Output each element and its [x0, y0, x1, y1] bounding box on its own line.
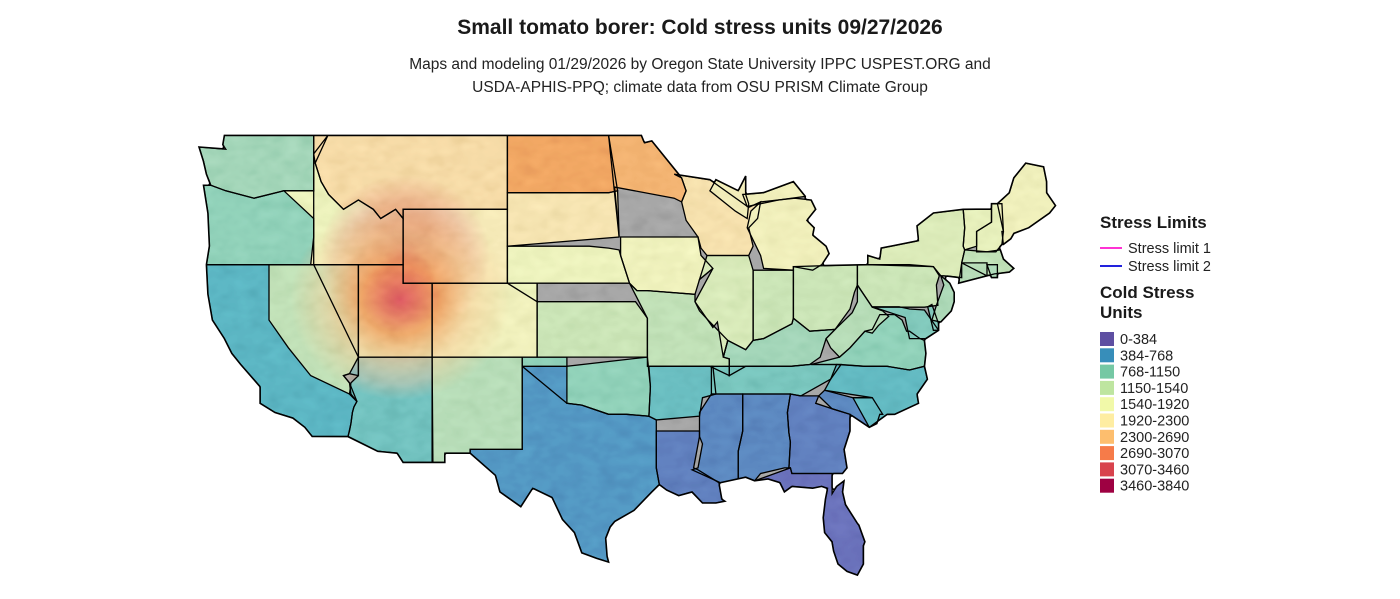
svg-text:Stress Limits: Stress Limits: [1100, 213, 1207, 232]
svg-text:Stress limit 2: Stress limit 2: [1128, 259, 1211, 275]
svg-text:2300-2690: 2300-2690: [1120, 430, 1189, 446]
svg-text:Units: Units: [1100, 303, 1143, 322]
svg-text:2690-3070: 2690-3070: [1120, 446, 1189, 462]
svg-text:Cold Stress: Cold Stress: [1100, 283, 1194, 302]
svg-text:0-384: 0-384: [1120, 332, 1157, 348]
svg-text:1920-2300: 1920-2300: [1120, 414, 1189, 430]
svg-text:3070-3460: 3070-3460: [1120, 462, 1189, 478]
svg-text:768-1150: 768-1150: [1120, 365, 1180, 381]
svg-text:1150-1540: 1150-1540: [1120, 381, 1188, 397]
svg-text:Stress limit 1: Stress limit 1: [1128, 241, 1211, 257]
svg-text:384-768: 384-768: [1120, 348, 1173, 364]
svg-text:1540-1920: 1540-1920: [1120, 397, 1189, 413]
svg-text:3460-3840: 3460-3840: [1120, 479, 1189, 495]
